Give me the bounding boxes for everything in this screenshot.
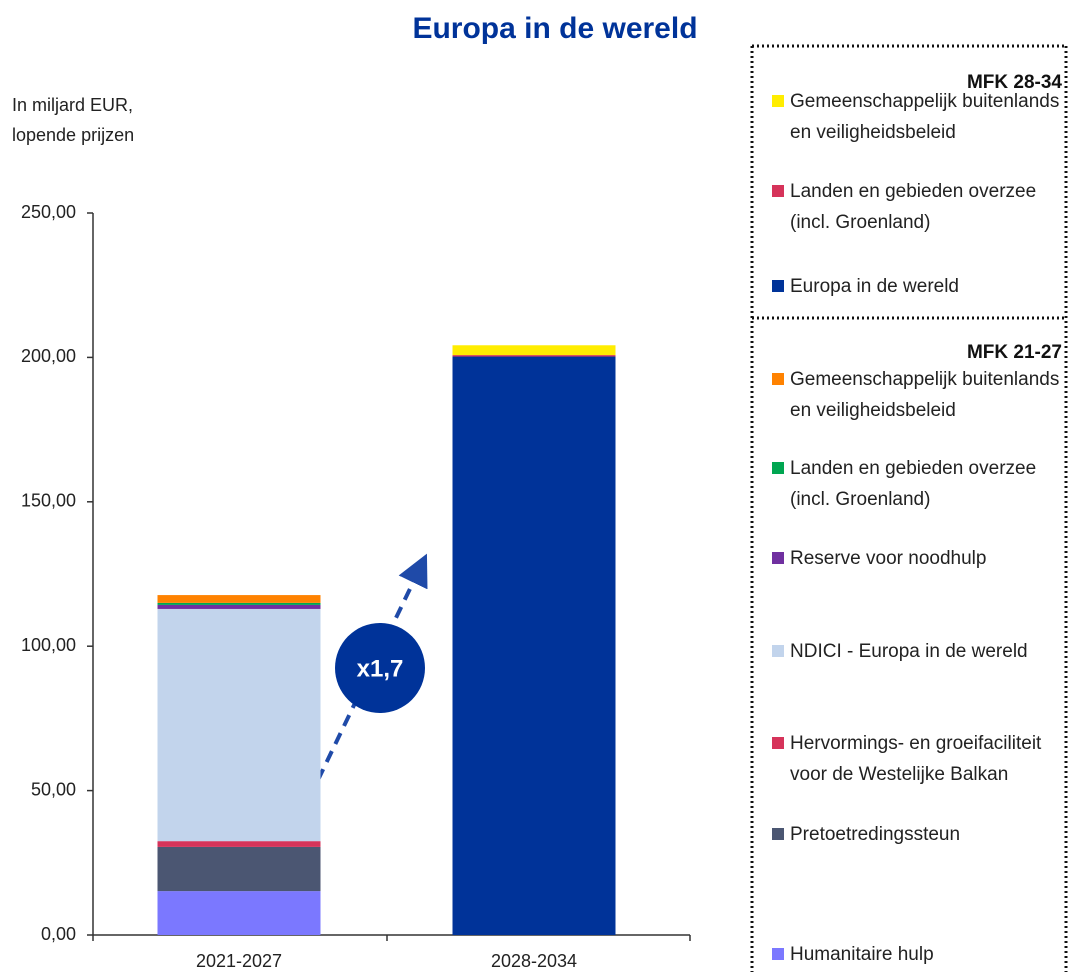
y-axis-label: In miljard EUR, (12, 95, 133, 115)
y-tick-label: 0,00 (41, 924, 76, 944)
legend-swatch (772, 645, 784, 657)
legend-label: Humanitaire hulp (790, 944, 934, 965)
legend-swatch (772, 95, 784, 107)
legend-entry: Gemeenschappelijk buitenlands en veiligh… (772, 364, 1064, 426)
growth-label: x1,7 (357, 655, 404, 682)
bar-segment (157, 846, 321, 892)
y-tick-label: 150,00 (21, 491, 76, 511)
legend-entry: NDICI - Europa in de wereld (772, 636, 1064, 667)
legend-swatch (772, 185, 784, 197)
legend-label: Landen en gebieden overzee (incl. Groenl… (790, 181, 1037, 233)
legend-swatch (772, 737, 784, 749)
legend-entry: Landen en gebieden overzee (incl. Groenl… (772, 176, 1064, 238)
y-axis-label: lopende prijzen (12, 125, 134, 145)
bar-segment (157, 891, 321, 935)
legend-swatch (772, 828, 784, 840)
bar-segment (452, 345, 616, 356)
legend-swatch (772, 948, 784, 960)
legend-label: Landen en gebieden overzee (incl. Groenl… (790, 458, 1037, 510)
legend-swatch (772, 280, 784, 292)
y-tick-label: 100,00 (21, 635, 76, 655)
legend-swatch (772, 552, 784, 564)
legend-label: Gemeenschappelijk buitenlands en veiligh… (790, 369, 1060, 421)
bar-segment (157, 595, 321, 603)
legend-label: Hervormings- en groeifaciliteit voor de … (790, 733, 1042, 785)
legend-label: Europa in de wereld (790, 276, 959, 297)
legend-entry: Pretoetredingssteun (772, 819, 1064, 850)
legend-label: Pretoetredingssteun (790, 824, 961, 845)
legend-label: NDICI - Europa in de wereld (790, 641, 1028, 662)
legend-entry: Europa in de wereld (772, 271, 1064, 302)
bar-segment (452, 356, 616, 936)
legend-frame (750, 44, 1068, 972)
legend-entry: Humanitaire hulp (772, 939, 1064, 970)
bar-segment (157, 602, 321, 605)
legend-group-title: MFK 28-34 (966, 72, 1062, 93)
legend-group-title: MFK 21-27 (966, 342, 1062, 363)
chart-title: Europa in de wereld (412, 12, 697, 45)
x-tick-label: 2021-2027 (196, 951, 282, 971)
legend-entry: Gemeenschappelijk buitenlands en veiligh… (772, 86, 1064, 148)
legend-label: Gemeenschappelijk buitenlands en veiligh… (790, 91, 1060, 143)
legend-swatch (772, 462, 784, 474)
legend-entry: Landen en gebieden overzee (incl. Groenl… (772, 453, 1064, 515)
legend-entry: Reserve voor noodhulp (772, 543, 1064, 574)
bar-segment (157, 841, 321, 847)
legend-swatch (772, 373, 784, 385)
legend-entry: Hervormings- en groeifaciliteit voor de … (772, 728, 1064, 790)
bar-segment (157, 604, 321, 609)
legend-label: Reserve voor noodhulp (790, 548, 987, 569)
y-tick-label: 50,00 (31, 779, 76, 799)
growth-badge (335, 623, 425, 713)
x-tick-label: 2028-2034 (491, 951, 577, 971)
y-tick-label: 250,00 (21, 202, 76, 222)
y-tick-label: 200,00 (21, 346, 76, 366)
bar-segment (157, 608, 321, 842)
bar-segment (452, 355, 616, 357)
